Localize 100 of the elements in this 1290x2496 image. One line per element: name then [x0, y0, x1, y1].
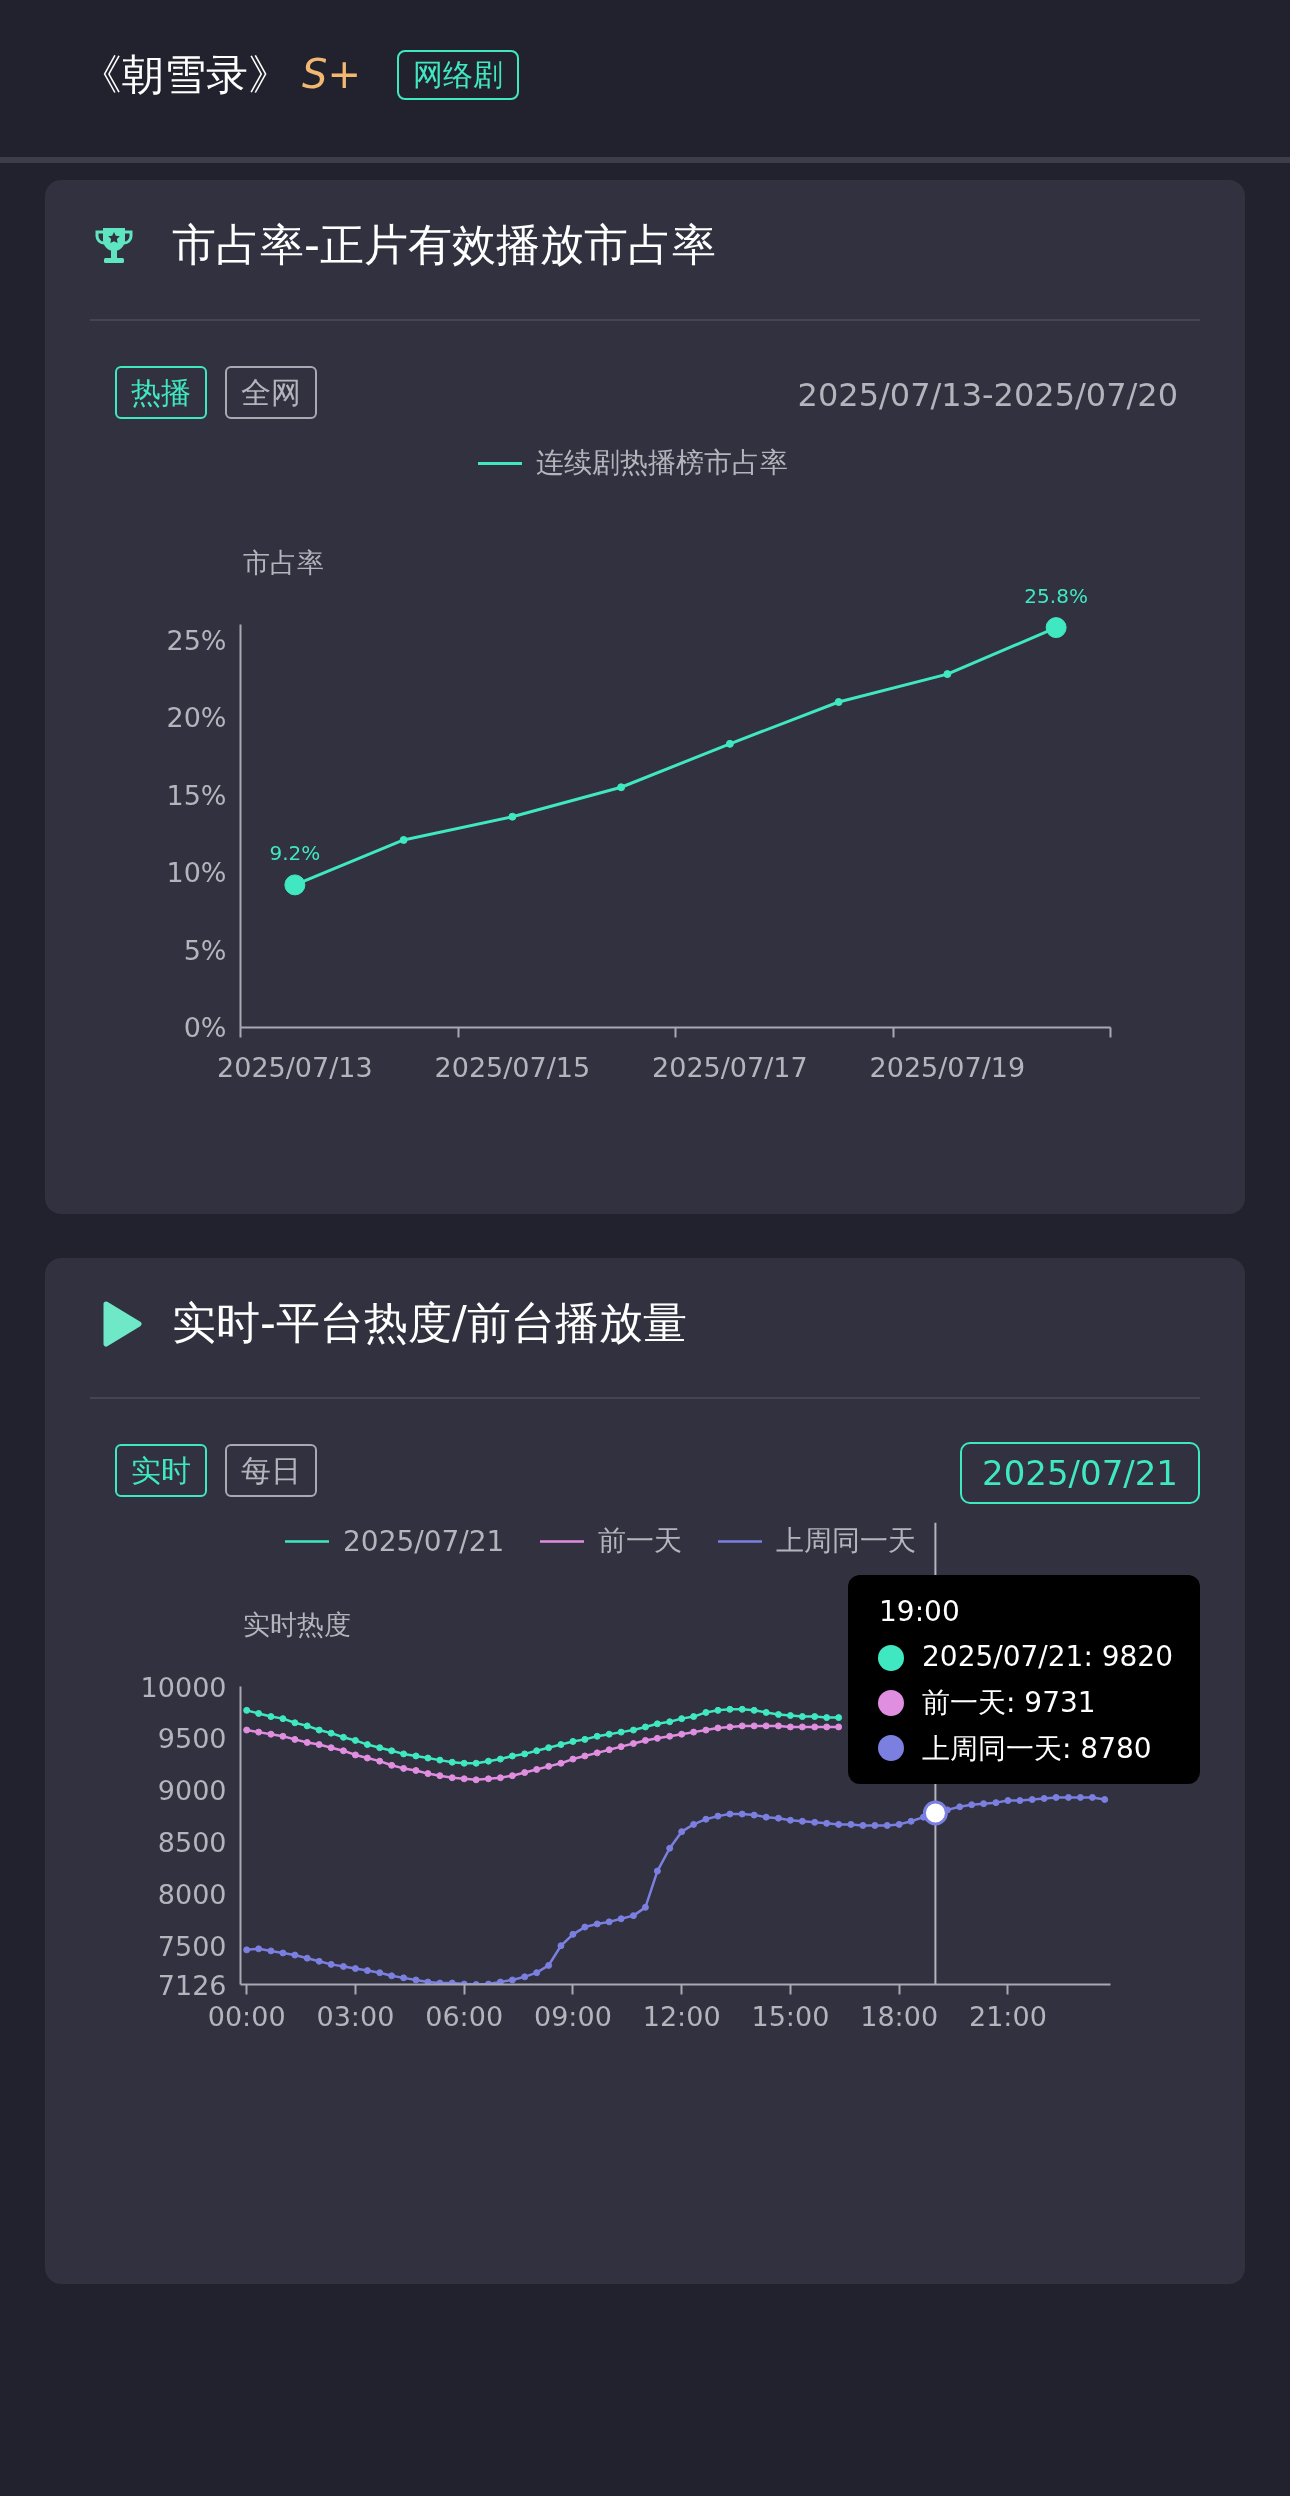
point: [460, 1775, 468, 1783]
point: [762, 1722, 770, 1730]
point: [569, 1737, 577, 1745]
text: S+: [302, 50, 361, 100]
y-tick-label: 9000: [157, 1775, 227, 1807]
text: 全网: [225, 366, 317, 419]
point: [363, 1754, 371, 1762]
point: [690, 1728, 698, 1736]
text: 实时: [115, 1444, 207, 1497]
y-tick-label: 8500: [157, 1827, 227, 1859]
point: [750, 1706, 758, 1714]
point: [399, 835, 408, 844]
point: [339, 1733, 347, 1741]
x-tick-label: 00:00: [207, 2000, 286, 2032]
point: [388, 1747, 396, 1755]
text: 《朝雪录》: [80, 49, 290, 101]
point: [786, 1712, 794, 1720]
point: [460, 1759, 468, 1767]
legend-label: 连续剧热播榜市占率: [536, 445, 788, 481]
y-tick-label: 15%: [166, 779, 227, 811]
y-tick-label: 20%: [166, 702, 227, 733]
point: [508, 1772, 516, 1780]
point: [557, 1741, 565, 1749]
y-tick-label: 7500: [157, 1930, 227, 1962]
point: [605, 1746, 613, 1754]
point: [496, 1774, 504, 1782]
point: [436, 1772, 444, 1780]
point: [835, 1723, 843, 1731]
point: [823, 1714, 831, 1722]
point: [496, 1755, 504, 1763]
point: [557, 1759, 565, 1767]
y-tick-label: 25%: [166, 624, 227, 656]
point: [533, 1747, 541, 1755]
point: [617, 783, 626, 792]
point: [750, 1722, 758, 1730]
legend-label: 上周同一天: [776, 1523, 917, 1559]
point: [835, 1714, 843, 1722]
point: [666, 1718, 674, 1726]
y-tick-label: 0%: [183, 1012, 227, 1043]
point: [521, 1769, 529, 1777]
annotation: 上周同一天: 8780: [922, 1731, 1152, 1767]
y-tick-label: 10%: [166, 857, 227, 888]
point: [351, 1736, 359, 1744]
point: [811, 1713, 819, 1721]
point: [484, 1775, 492, 1783]
point: [774, 1722, 782, 1730]
point: [424, 1754, 432, 1762]
point: [376, 1744, 384, 1752]
point: [653, 1734, 661, 1742]
point: [388, 1761, 396, 1769]
y-tick-label: 8000: [157, 1878, 227, 1910]
x-tick-label: 18:00: [860, 2000, 939, 2032]
point: [738, 1705, 746, 1713]
point: [267, 1730, 275, 1738]
point: [725, 739, 734, 748]
point: [593, 1732, 601, 1740]
point: [351, 1751, 359, 1759]
point: [653, 1720, 661, 1728]
point: [678, 1715, 686, 1723]
legend-label: 2025/07/21: [343, 1524, 505, 1558]
point: [436, 1756, 444, 1764]
chart-subtitle: 2025/07/21: [960, 1442, 1200, 1504]
point: [424, 1770, 432, 1778]
data-label: 25.8%: [1024, 583, 1088, 608]
point: [581, 1735, 589, 1743]
point: [508, 1752, 516, 1760]
point: [400, 1764, 408, 1772]
point: [267, 1713, 275, 1721]
chart-title: 市占率-正片有效播放市占率: [172, 218, 716, 272]
point: [291, 1735, 299, 1743]
point: [484, 1757, 492, 1765]
point: [327, 1729, 335, 1737]
point: [726, 1723, 734, 1731]
point: [943, 670, 952, 679]
point: [545, 1744, 553, 1752]
point: [593, 1749, 601, 1757]
point: [629, 1740, 637, 1748]
point: [714, 1706, 722, 1714]
point: [702, 1726, 710, 1734]
point: [303, 1722, 311, 1730]
point: [617, 1728, 625, 1736]
point: [726, 1705, 734, 1713]
y-tick-label: 5%: [183, 934, 227, 966]
text: 每日: [225, 1444, 317, 1497]
point: [315, 1726, 323, 1734]
point: [834, 698, 843, 706]
point: [303, 1739, 311, 1746]
data-label: 9.2%: [269, 840, 321, 865]
point: [823, 1723, 831, 1731]
text: 2025/07/21: 9820: [922, 1639, 1173, 1675]
point: [243, 1706, 251, 1714]
point: [448, 1758, 456, 1766]
text: 网络剧: [396, 50, 519, 100]
y-tick-label: 7126: [157, 1969, 227, 2001]
x-tick-label: 2025/07/13: [217, 1051, 373, 1083]
point: [786, 1723, 794, 1731]
point: [811, 1723, 819, 1731]
point: [581, 1752, 589, 1760]
x-tick-label: 2025/07/19: [869, 1051, 1026, 1083]
point: [508, 812, 517, 821]
